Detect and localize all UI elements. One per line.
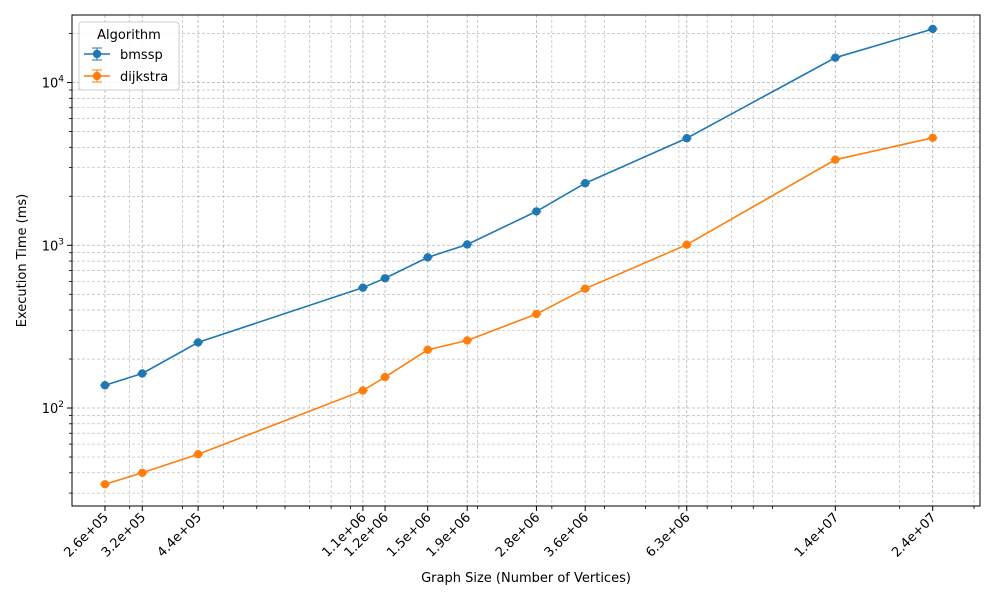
- data-point-dijkstra: [463, 336, 472, 345]
- legend-box: [78, 21, 180, 91]
- legend-marker-bmssp: [92, 49, 102, 59]
- data-point-bmssp: [580, 179, 590, 188]
- series-line-dijkstra: [104, 137, 933, 486]
- legend: Algorithm bmssp dijkstra: [78, 21, 180, 91]
- data-point-bmssp: [928, 24, 937, 34]
- x-axis-label: Graph Size (Number of Vertices): [421, 571, 631, 586]
- x-tick-label: 6.3e+06: [643, 510, 693, 560]
- x-tick-label: 1.4e+07: [792, 510, 842, 560]
- data-point-dijkstra: [380, 372, 390, 382]
- data-point-bmssp: [100, 381, 110, 390]
- y-tick-label: 103: [42, 237, 64, 254]
- y-tick-label: 104: [42, 75, 65, 92]
- legend-items: bmssp dijkstra: [84, 47, 168, 85]
- data-point-bmssp: [138, 369, 147, 378]
- data-point-dijkstra: [423, 345, 432, 354]
- data-point-dijkstra: [532, 309, 541, 319]
- legend-title: Algorithm: [97, 28, 161, 43]
- data-point-dijkstra: [928, 133, 937, 143]
- y-axis: 102 103 104: [42, 33, 72, 494]
- grid: [72, 15, 980, 506]
- legend-label-dijkstra: dijkstra: [120, 70, 168, 85]
- x-tick-label: 2.4e+07: [889, 510, 939, 560]
- data-point-dijkstra: [100, 480, 110, 489]
- x-axis: 2.6e+053.2e+05 4.4e+05 1.1e+061.2e+061.5e+…: [62, 506, 975, 561]
- data-point-bmssp: [463, 240, 472, 249]
- x-tick-label: 3.6e+06: [542, 510, 592, 560]
- data-point-dijkstra: [682, 240, 691, 249]
- y-tick-label: 102: [42, 400, 64, 417]
- data-point-bmssp: [682, 134, 691, 143]
- x-tick-label: 4.4e+05: [155, 510, 205, 560]
- data-point-dijkstra: [358, 386, 368, 395]
- data-point-bmssp: [358, 283, 368, 292]
- data-point-bmssp: [423, 253, 432, 262]
- legend-marker-dijkstra: [92, 71, 102, 81]
- series-line-bmssp: [104, 28, 933, 387]
- data-point-bmssp: [831, 53, 840, 62]
- data-point-bmssp: [380, 274, 390, 283]
- x-tick-label: 2.8e+06: [493, 510, 543, 560]
- legend-label-bmssp: bmssp: [120, 48, 163, 63]
- data-point-dijkstra: [580, 284, 590, 293]
- data-point-dijkstra: [193, 450, 203, 459]
- y-axis-label: Execution Time (ms): [15, 194, 30, 327]
- plot-area: [71, 14, 981, 507]
- data-point-bmssp: [193, 338, 203, 347]
- data-point-dijkstra: [138, 468, 147, 477]
- data-point-dijkstra: [831, 155, 840, 164]
- data-point-bmssp: [532, 207, 541, 216]
- series-layer: [99, 24, 938, 489]
